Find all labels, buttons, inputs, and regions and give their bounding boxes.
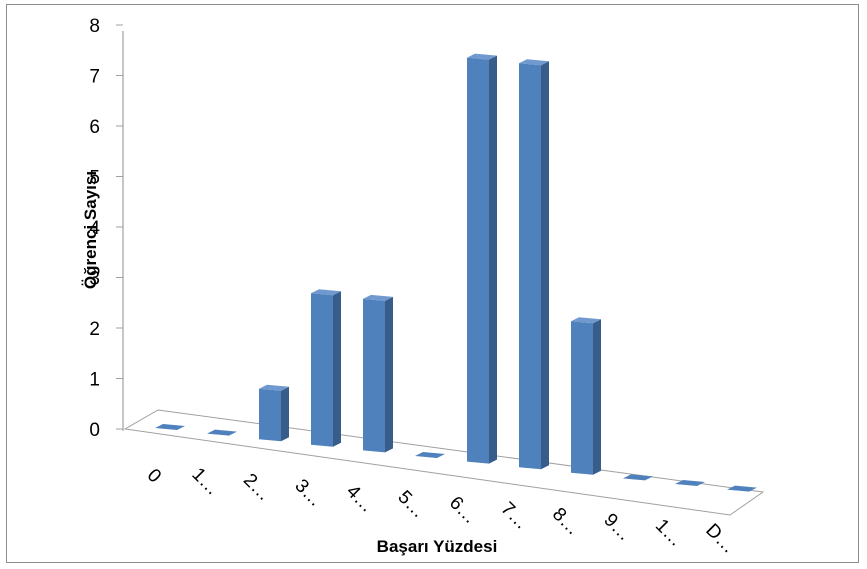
x-axis-title: Başarı Yüzdesi [377,537,498,556]
chart-frame [6,4,859,563]
bar-11 [727,485,757,492]
bar-1 [207,429,237,436]
y-tick-label: 8 [89,16,100,37]
bar-side [593,319,601,475]
bar-7 [519,59,549,470]
bar-front [311,293,333,447]
x-tick-label: 0 [143,465,165,487]
y-tick-label: 6 [89,117,100,138]
bar-top [519,59,549,66]
bars [155,53,757,492]
x-tick-label: 5… [394,487,430,523]
bar-side [385,296,393,453]
bar-4 [363,294,393,453]
bar-zero-marker [155,424,185,430]
bar-zero-marker [623,474,653,481]
x-tick-label: 7… [497,498,533,534]
bar-side [489,55,497,464]
bar-10 [675,480,705,486]
x-tick-label: 1… [651,515,687,551]
bar-zero-marker [675,480,705,486]
bar-8 [571,317,601,475]
bar-zero-marker [415,452,445,458]
bar-0 [155,424,185,430]
bar-front [571,321,593,475]
bar-2 [259,384,289,442]
y-tick-label: 4 [89,218,100,239]
bar-side [333,291,341,447]
bar-top [571,317,601,324]
bar-front [259,388,281,442]
y-tick-label: 0 [89,420,100,441]
bar-zero-marker [727,485,757,492]
bar-top [311,289,341,296]
x-tick-label: 9… [600,510,636,546]
axes [116,24,765,516]
bar-side [541,61,549,470]
bar-front [519,63,541,470]
y-tick-label: 1 [89,370,100,391]
bar-top [467,53,497,60]
bar-front [467,57,489,464]
x-tick-label: D… [701,520,739,558]
bar-top [259,384,289,391]
floor-outline [123,409,765,516]
y-tick-labels: 0 1 2 3 4 5 6 7 8 [89,16,100,441]
x-tick-label: 3… [291,475,327,511]
x-tick-label: 8… [548,504,584,540]
x-tick-label: 4… [342,481,378,517]
y-tick-label: 5 [89,168,100,189]
bar-9 [623,474,653,481]
x-tick-label: 2… [239,470,275,506]
x-tick-label: 1… [188,464,224,500]
y-tick-label: 3 [89,269,100,290]
y-axis-title: Öğrenci Sayısı [81,171,100,289]
bar-side [281,386,289,442]
bar-zero-marker [207,429,237,436]
bar-5 [415,452,445,458]
y-tick-label: 7 [89,67,100,88]
y-tick-label: 2 [89,319,100,340]
bar-front [363,298,385,453]
bar-top [363,294,393,301]
bar-3 [311,289,341,447]
bar-6 [467,53,497,464]
x-tick-label: 6… [445,492,481,528]
